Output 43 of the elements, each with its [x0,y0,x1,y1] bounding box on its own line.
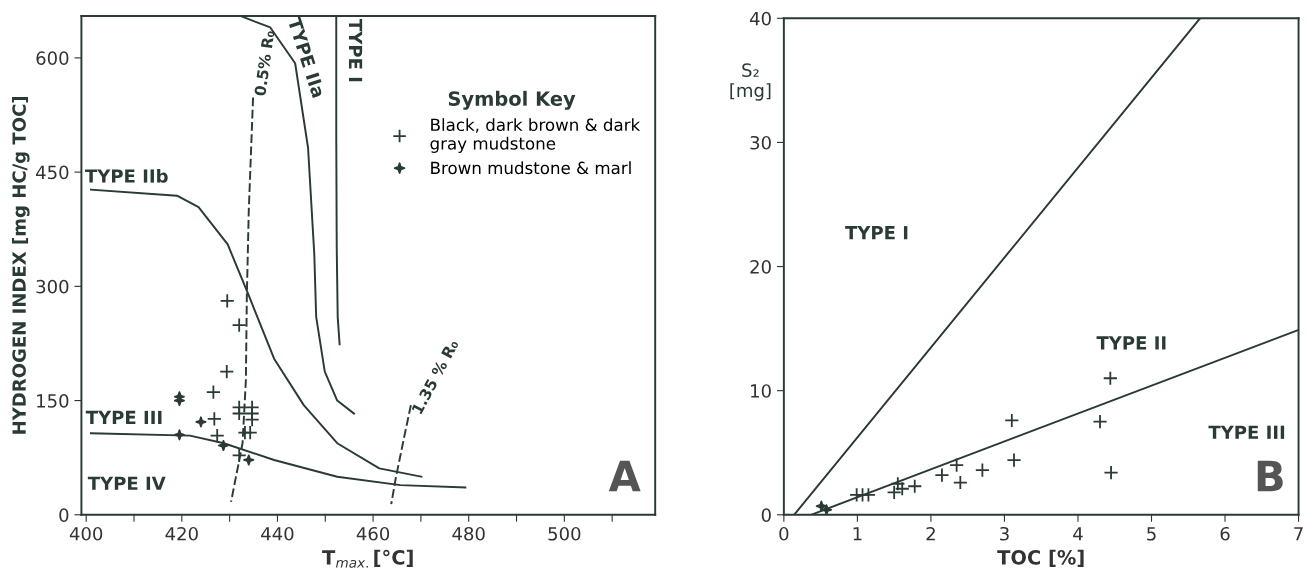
y-tick-label: 30 [750,135,771,150]
y-tick-label: 0 [59,508,69,522]
annotation: 1.35 % R₀ [411,338,459,415]
annotation: TYPE IIb [85,168,168,183]
x-tick-label: 6 [1220,526,1230,541]
y-tick-label: 600 [36,51,69,66]
x-tick-label: 2 [926,526,935,541]
x-axis-title: TOC [%] [997,549,1084,567]
y-tick-label: 0 [761,508,771,522]
x-tick-label: 400 [69,526,103,541]
y-axis-title: HYDROGEN INDEX [mg HC/g TOC] [11,96,30,434]
x-tick-label: 4 [1073,527,1083,541]
annotation: TYPE IIa [287,16,326,99]
x-tick-label: 0 [779,526,789,541]
x-tick-label: 480 [452,526,485,541]
annotation: A [608,460,641,492]
y-tick-label: 20 [750,260,771,274]
y-tick-label: 150 [37,394,69,408]
legend-label: Black, dark brown & dark gray mudstone [430,118,641,153]
annotation: B [1257,460,1283,492]
annotation: TYPE III [85,410,162,425]
y-axis-title: S₂ [mg] [730,63,771,101]
y-tick-label: 40 [749,11,771,26]
annotation: 0.5% R₀ [254,30,275,97]
x-tick-label: 7 [1294,527,1303,541]
x-tick-label: 1 [853,527,862,541]
y-tick-label: 10 [751,384,771,398]
x-tick-label: 460 [356,526,390,541]
x-tick-label: 3 [1000,526,1009,541]
legend-title: Symbol Key [448,90,576,110]
legend-label: Brown mudstone & marl [431,161,631,175]
y-tick-label: 450 [36,165,69,180]
x-tick-label: 5 [1147,527,1156,541]
annotation: TYPE III [1208,425,1285,439]
annotation: TYPE I [845,226,908,240]
x-tick-label: 440 [261,526,294,541]
x-tick-label: 500 [548,526,581,541]
y-tick-label: 300 [36,279,69,294]
annotation: TYPE II [1096,336,1166,350]
annotation: TYPE I [348,19,363,82]
annotation: TYPE IV [87,476,166,490]
x-axis-title: T$_{max.}$[°C] [322,549,413,568]
x-tick-label: 420 [165,526,198,541]
